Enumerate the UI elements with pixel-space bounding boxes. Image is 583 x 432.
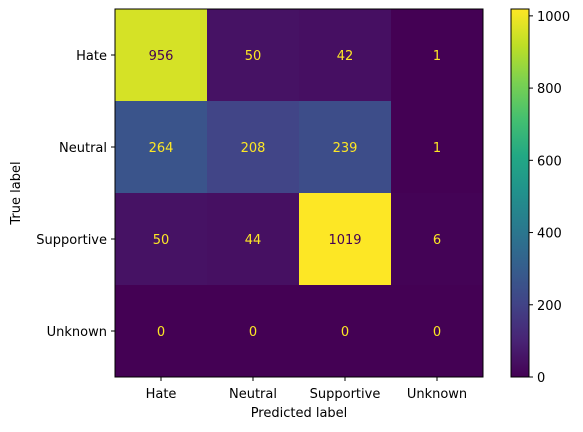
cell-value-label: 44 <box>245 233 262 248</box>
heatmap-cell <box>299 285 392 378</box>
y-tick-label: Unknown <box>47 325 107 340</box>
heatmap-cell <box>207 9 300 102</box>
heatmap-cell <box>391 285 484 378</box>
cell-value-label: 0 <box>157 325 165 340</box>
heatmap-cells: 956 50 42 1 264 208 239 1 50 44 1019 6 0 0 0 0 <box>115 9 484 378</box>
heatmap-cell <box>207 193 300 286</box>
y-axis-title: True label <box>9 161 24 225</box>
cell-value-label: 1019 <box>328 233 361 248</box>
colorbar-tick-label: 600 <box>537 154 562 169</box>
x-tick-label: Unknown <box>407 387 467 402</box>
y-tick-label: Neutral <box>59 141 107 156</box>
heatmap-cell <box>299 193 392 286</box>
x-tick-label: Supportive <box>310 387 381 402</box>
y-axis-ticks: Hate Neutral Supportive Unknown <box>36 49 115 340</box>
colorbar-tick-label: 200 <box>537 299 562 314</box>
heatmap-cell <box>391 101 484 194</box>
heatmap-cell <box>391 9 484 102</box>
cell-value-label: 1 <box>433 49 441 64</box>
heatmap-cell <box>299 9 392 102</box>
colorbar-tick-label: 800 <box>537 82 562 97</box>
heatmap-cell <box>207 285 300 378</box>
cell-value-label: 6 <box>433 233 441 248</box>
x-axis-title: Predicted label <box>251 406 348 421</box>
colorbar-tick-label: 400 <box>537 227 562 242</box>
cell-value-label: 0 <box>433 325 441 340</box>
cell-value-label: 956 <box>149 49 174 64</box>
y-tick-label: Hate <box>76 49 107 64</box>
colorbar <box>510 8 530 378</box>
heatmap-cell <box>391 193 484 286</box>
cell-value-label: 239 <box>333 141 358 156</box>
heatmap-cell <box>115 193 208 286</box>
cell-value-label: 50 <box>245 49 262 64</box>
colorbar-tick-label: 1000 <box>537 10 570 25</box>
cell-value-label: 1 <box>433 141 441 156</box>
heatmap-cell <box>115 101 208 194</box>
cell-value-label: 42 <box>337 49 354 64</box>
colorbar-tick-label: 0 <box>537 371 545 386</box>
x-tick-label: Hate <box>146 387 177 402</box>
cell-value-label: 50 <box>153 233 170 248</box>
cell-value-label: 264 <box>149 141 174 156</box>
x-axis-ticks: Hate Neutral Supportive Unknown <box>146 377 467 402</box>
heatmap-cell <box>299 101 392 194</box>
cell-value-label: 0 <box>341 325 349 340</box>
heatmap-cell <box>115 285 208 378</box>
plot-frame <box>114 8 484 378</box>
cell-value-label: 208 <box>241 141 266 156</box>
y-tick-label: Supportive <box>36 233 107 248</box>
cell-value-label: 0 <box>249 325 257 340</box>
x-tick-label: Neutral <box>229 387 277 402</box>
heatmap-cell <box>207 101 300 194</box>
heatmap-cell <box>115 9 208 102</box>
colorbar-ticks: 0 200 400 600 800 1000 <box>529 10 570 386</box>
